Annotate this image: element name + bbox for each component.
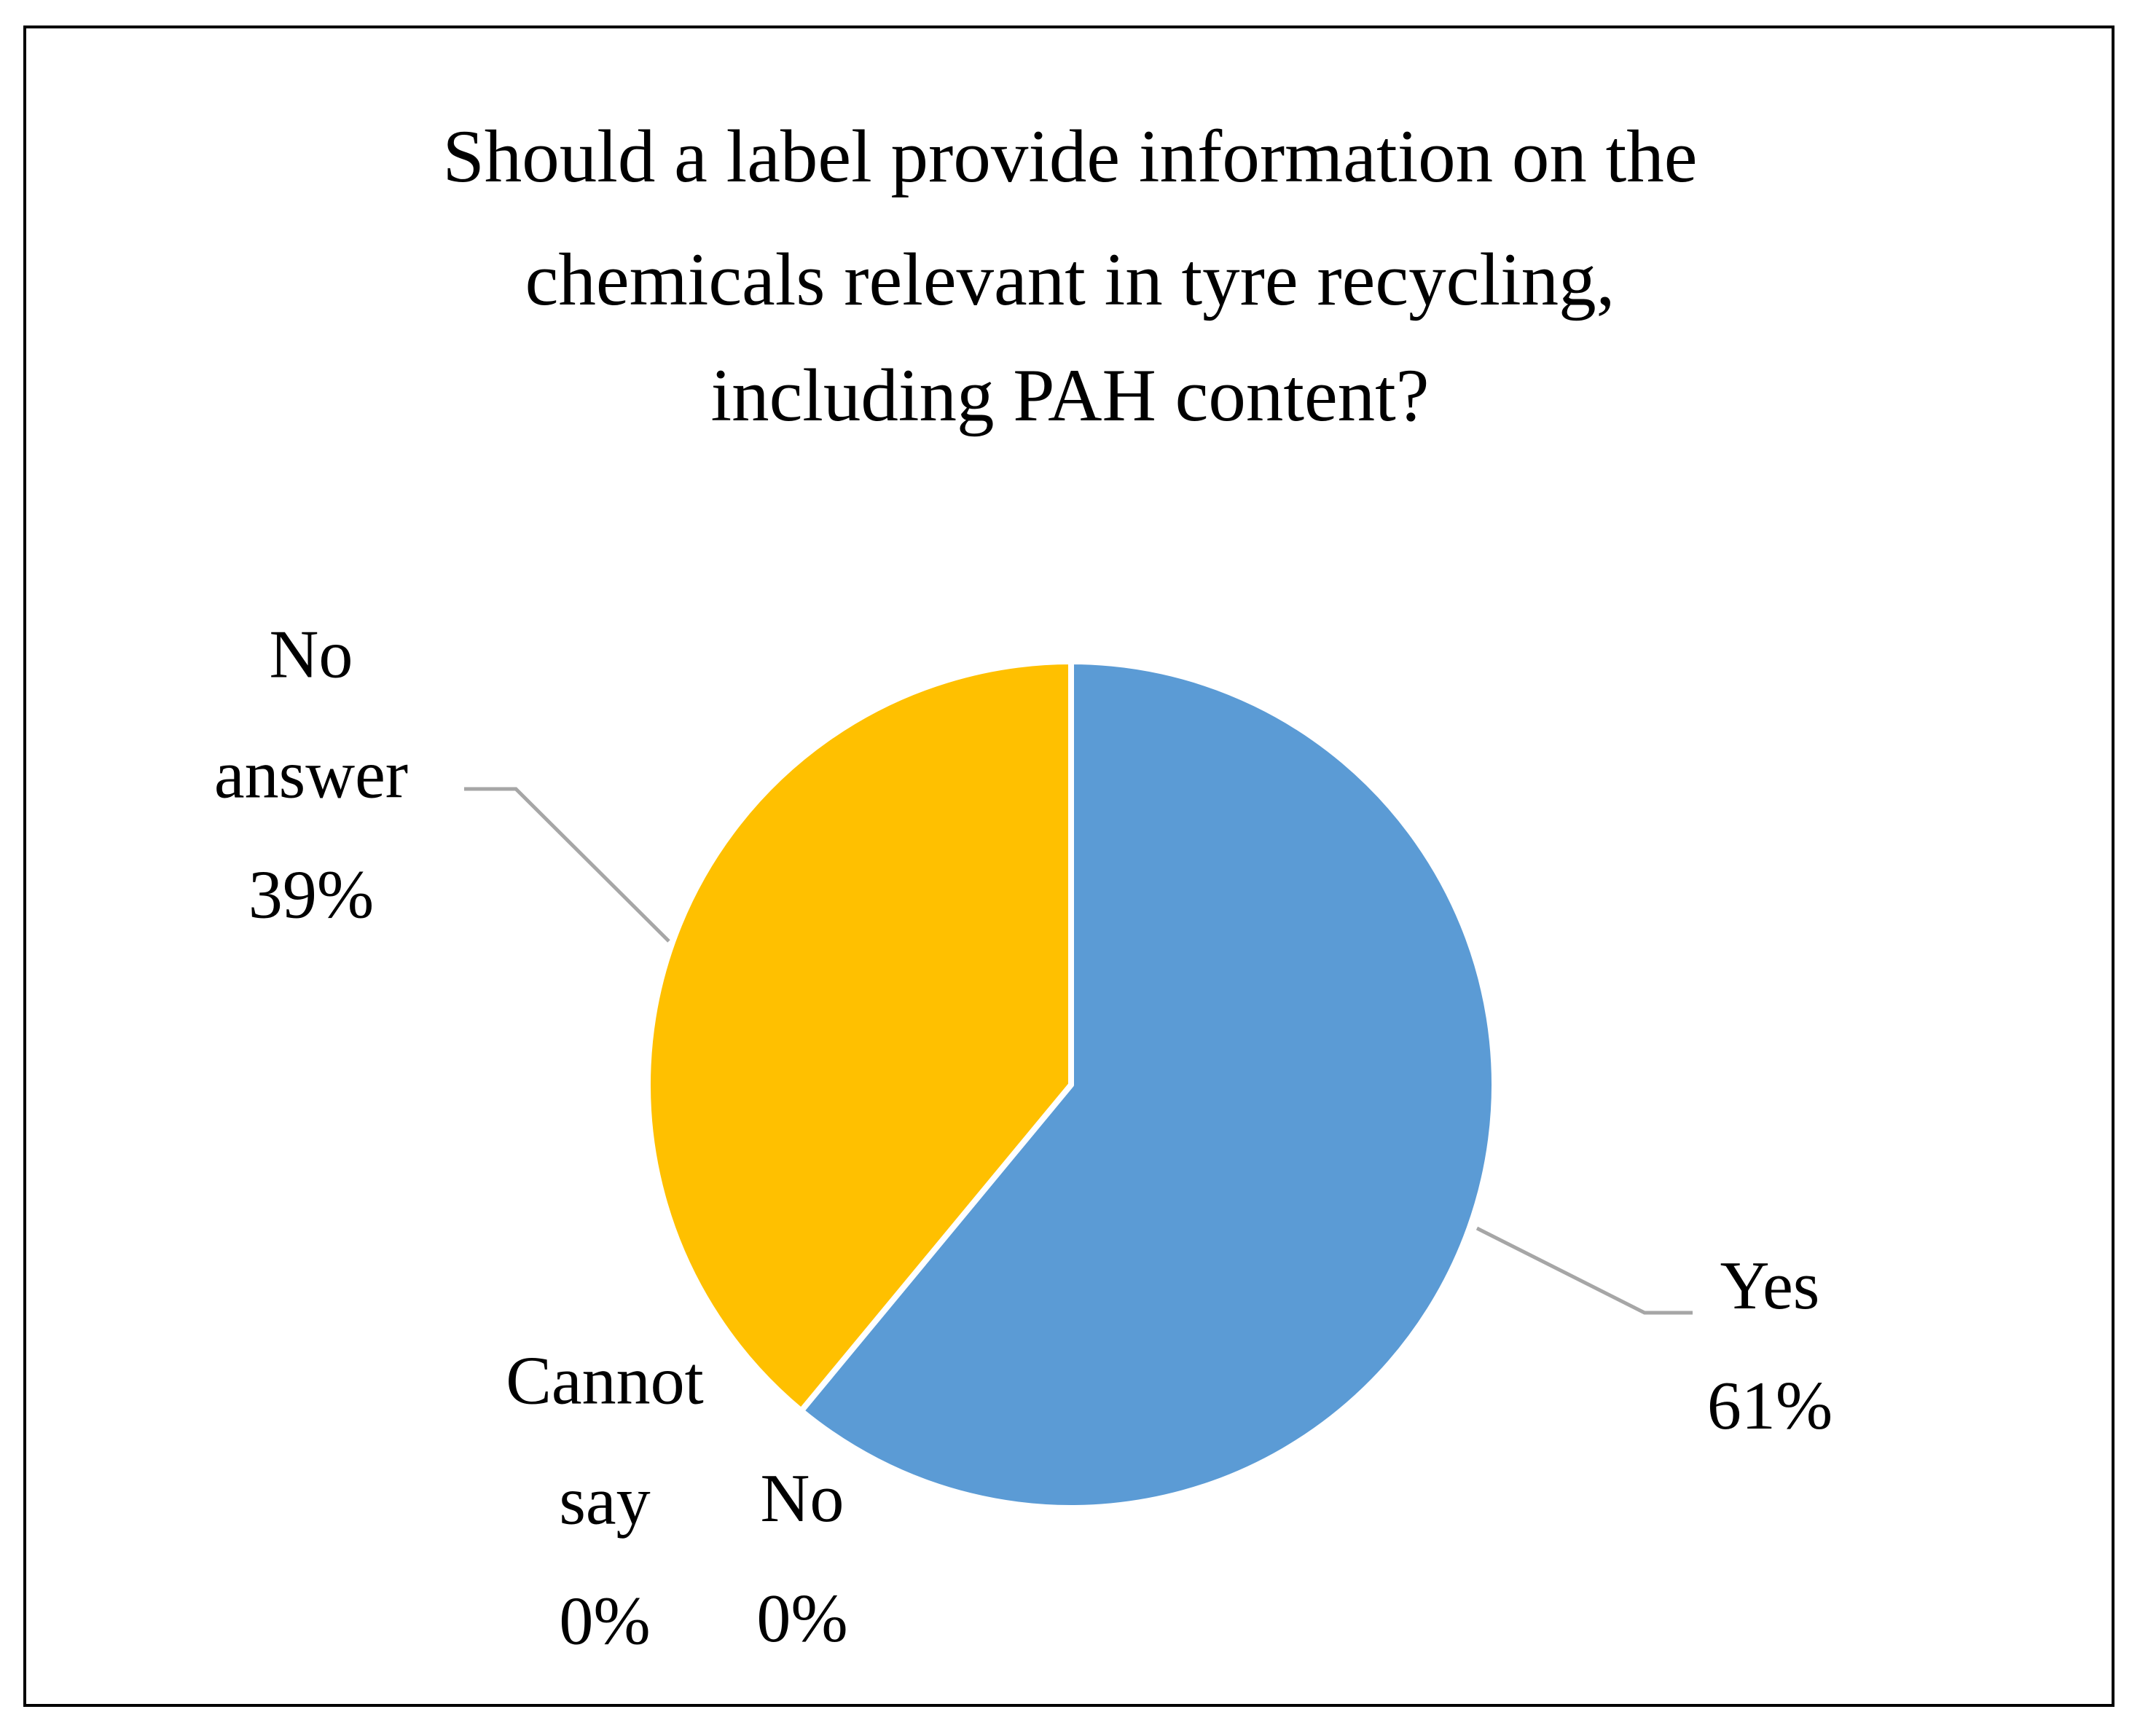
pie-slice bbox=[798, 659, 1497, 1511]
data-label: Yes 61% bbox=[1707, 1226, 1833, 1466]
data-label: Cannot say 0% bbox=[506, 1321, 704, 1682]
category-label: No answer bbox=[213, 616, 409, 813]
chart-title: chemicals relevant in tyre recycling, bbox=[525, 238, 1615, 321]
value-label: 0% bbox=[756, 1581, 848, 1657]
value-label: 61% bbox=[1706, 1368, 1833, 1444]
data-label: No 0% bbox=[756, 1439, 847, 1679]
data-label: No answer 39% bbox=[214, 595, 408, 956]
leader-line bbox=[1475, 1226, 1693, 1315]
category-label: Yes bbox=[1720, 1248, 1820, 1324]
category-label: No bbox=[760, 1461, 844, 1536]
pie-slice bbox=[645, 659, 1074, 1414]
value-label: 39% bbox=[248, 857, 375, 933]
category-label: Cannot say bbox=[506, 1343, 704, 1539]
value-label: 0% bbox=[559, 1583, 651, 1660]
chart-title: including PAH content? bbox=[710, 354, 1430, 437]
leader-line bbox=[464, 787, 670, 943]
pie bbox=[645, 659, 1497, 1511]
chart-title: Should a label provide information on th… bbox=[442, 115, 1698, 198]
